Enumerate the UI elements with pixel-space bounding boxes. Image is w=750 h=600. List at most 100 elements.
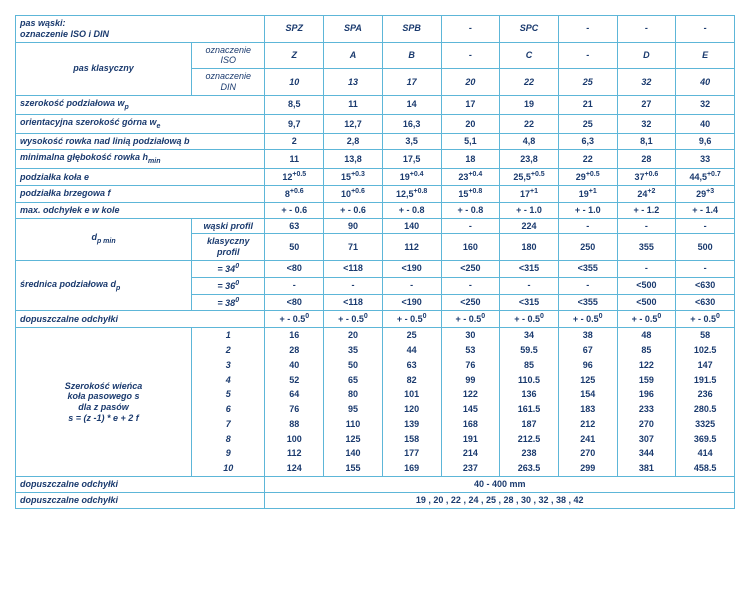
- r6-0: 11: [265, 149, 324, 168]
- r6-1: 13,8: [324, 149, 383, 168]
- r13-n5: 6: [192, 402, 265, 417]
- r13-2-3: 76: [441, 358, 500, 373]
- r13-4-5: 154: [558, 387, 617, 402]
- r4-2: 16,3: [382, 114, 441, 133]
- r2-c1-5: -: [558, 42, 617, 69]
- r7-4: 25,5+0.5: [500, 169, 559, 186]
- r8-4: 17+1: [500, 185, 559, 202]
- r13-label: Szerokość wieńcakoła pasowego sdla z pas…: [16, 328, 192, 477]
- r8-1: 10+0.6: [324, 185, 383, 202]
- r7-2: 19+0.4: [382, 169, 441, 186]
- r2-c2-7: 40: [676, 69, 735, 96]
- r11-c1-3: <250: [441, 260, 500, 277]
- r7-3: 23+0.4: [441, 169, 500, 186]
- r10-c1-0: 63: [265, 218, 324, 234]
- r6-7: 33: [676, 149, 735, 168]
- r4-label: orientacyjna szerokość górna we: [16, 114, 265, 133]
- r13-3-2: 82: [382, 373, 441, 388]
- r4-4: 22: [500, 114, 559, 133]
- r11-c3-5: <355: [558, 294, 617, 311]
- r8-7: 29+3: [676, 185, 735, 202]
- r10-c1-6: -: [617, 218, 676, 234]
- r3-5: 21: [558, 95, 617, 114]
- r13-n6: 7: [192, 417, 265, 432]
- r13-9-2: 169: [382, 461, 441, 476]
- r2-c1-2: B: [382, 42, 441, 69]
- r11-c2-2: -: [382, 277, 441, 294]
- r10-c1-5: -: [558, 218, 617, 234]
- r13-n9: 10: [192, 461, 265, 476]
- r13-2-5: 96: [558, 358, 617, 373]
- r13-1-4: 59.5: [500, 343, 559, 358]
- r12-2: + - 0.50: [382, 311, 441, 328]
- r9-3: + - 0.8: [441, 202, 500, 218]
- r13-0-6: 48: [617, 328, 676, 343]
- r11-label: średnica podziałowa dp: [16, 260, 192, 310]
- r5-4: 4,8: [500, 134, 559, 150]
- r11-c1-1: <118: [324, 260, 383, 277]
- r9-label: max. odchyłek e w kole: [16, 202, 265, 218]
- r8-5: 19+1: [558, 185, 617, 202]
- r10-c2-7: 500: [676, 234, 735, 261]
- r12-1: + - 0.50: [324, 311, 383, 328]
- r13-6-2: 139: [382, 417, 441, 432]
- r8-3: 15+0.8: [441, 185, 500, 202]
- r13-3-5: 125: [558, 373, 617, 388]
- r2-c1-3: -: [441, 42, 500, 69]
- r13-5-5: 183: [558, 402, 617, 417]
- r13-6-7: 3325: [676, 417, 735, 432]
- r10-sub2: klasyczny profil: [192, 234, 265, 261]
- r13-0-1: 20: [324, 328, 383, 343]
- r9-1: + - 0.6: [324, 202, 383, 218]
- r7-5: 29+0.5: [558, 169, 617, 186]
- r13-2-2: 63: [382, 358, 441, 373]
- r13-7-0: 100: [265, 432, 324, 447]
- r13-0-0: 16: [265, 328, 324, 343]
- belt-spec-table: pas wąski:oznaczenie ISO i DIN SPZ SPA S…: [15, 15, 735, 509]
- r8-2: 12,5+0.8: [382, 185, 441, 202]
- r4-5: 25: [558, 114, 617, 133]
- r7-6: 37+0.6: [617, 169, 676, 186]
- r14-label: dopuszczalne odchyłki: [16, 477, 265, 493]
- r7-label: podziałka koła e: [16, 169, 265, 186]
- r13-9-3: 237: [441, 461, 500, 476]
- r10-c1-7: -: [676, 218, 735, 234]
- r8-6: 24+2: [617, 185, 676, 202]
- r13-7-7: 369.5: [676, 432, 735, 447]
- r2-c1-0: Z: [265, 42, 324, 69]
- r13-8-6: 344: [617, 446, 676, 461]
- r13-1-2: 44: [382, 343, 441, 358]
- r2-c2-3: 20: [441, 69, 500, 96]
- r13-n3: 4: [192, 373, 265, 388]
- r13-5-2: 120: [382, 402, 441, 417]
- r13-7-2: 158: [382, 432, 441, 447]
- r5-3: 5,1: [441, 134, 500, 150]
- r10-c2-4: 180: [500, 234, 559, 261]
- r10-c2-3: 160: [441, 234, 500, 261]
- r11-c3-7: <630: [676, 294, 735, 311]
- r13-1-7: 102.5: [676, 343, 735, 358]
- r13-3-1: 65: [324, 373, 383, 388]
- r13-3-0: 52: [265, 373, 324, 388]
- r13-5-0: 76: [265, 402, 324, 417]
- r11-c1-4: <315: [500, 260, 559, 277]
- r6-5: 22: [558, 149, 617, 168]
- r9-7: + - 1.4: [676, 202, 735, 218]
- r1-label: pas wąski:oznaczenie ISO i DIN: [16, 16, 265, 43]
- r11-c2-4: -: [500, 277, 559, 294]
- r6-4: 23,8: [500, 149, 559, 168]
- r13-8-1: 140: [324, 446, 383, 461]
- r13-7-3: 191: [441, 432, 500, 447]
- r13-4-0: 64: [265, 387, 324, 402]
- r13-0-3: 30: [441, 328, 500, 343]
- r12-4: + - 0.50: [500, 311, 559, 328]
- r8-label: podziałka brzegowa f: [16, 185, 265, 202]
- r12-7: + - 0.50: [676, 311, 735, 328]
- r3-6: 27: [617, 95, 676, 114]
- r3-0: 8,5: [265, 95, 324, 114]
- r13-8-2: 177: [382, 446, 441, 461]
- r13-4-4: 136: [500, 387, 559, 402]
- r4-3: 20: [441, 114, 500, 133]
- r9-5: + - 1.0: [558, 202, 617, 218]
- r10-c2-6: 355: [617, 234, 676, 261]
